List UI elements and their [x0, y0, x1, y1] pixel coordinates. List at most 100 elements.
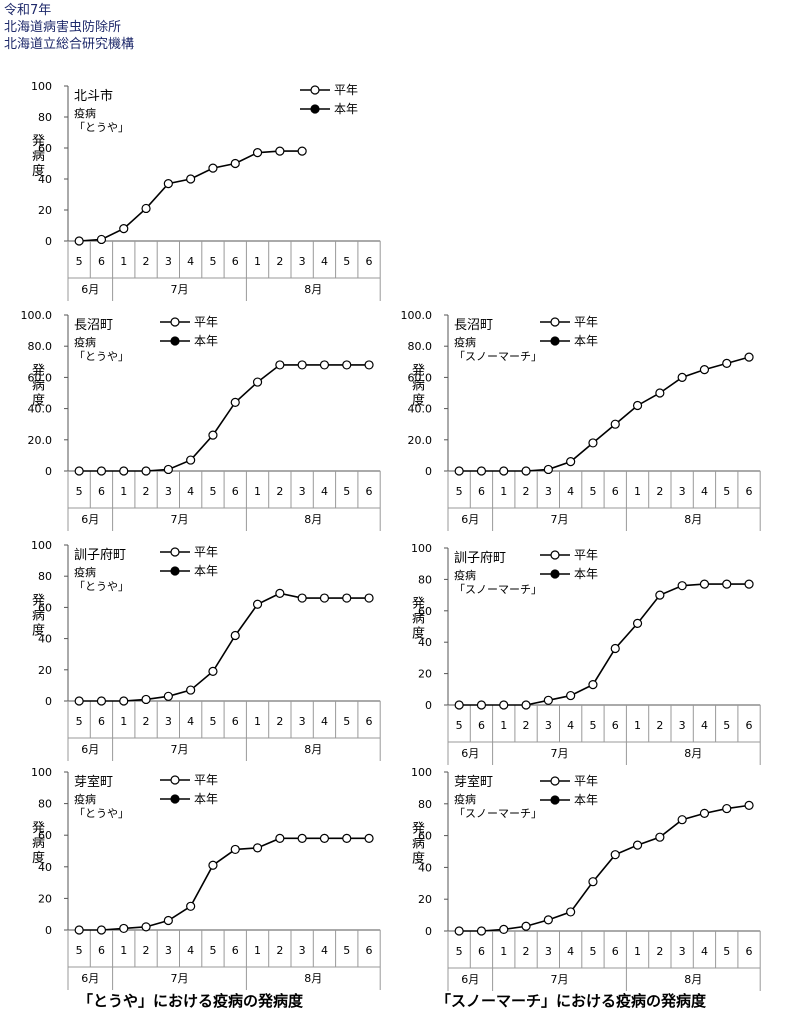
- x-month-label: 6月: [461, 747, 479, 760]
- chart-location-title: 北斗市: [74, 88, 113, 104]
- legend-marker-current: [550, 336, 560, 346]
- y-axis-label-char: 度: [32, 392, 45, 408]
- x-tick-label: 6: [478, 945, 485, 958]
- y-axis-label-char: 病: [412, 378, 425, 393]
- x-tick-label: 3: [679, 719, 686, 732]
- x-tick-label: 4: [321, 485, 328, 498]
- data-point-normal: [364, 833, 374, 843]
- data-point-normal: [119, 923, 129, 934]
- y-axis-label-char: 病: [32, 378, 45, 393]
- chart-variety-label: 「とうや」: [74, 580, 129, 593]
- data-point-normal: [74, 236, 84, 246]
- x-month-label: 7月: [171, 972, 189, 985]
- chart-location-title: 芽室町: [74, 774, 113, 790]
- data-point-normal: [96, 466, 107, 476]
- x-tick-label: 6: [746, 485, 753, 498]
- legend-label-current: 本年: [194, 334, 218, 348]
- chart-disease-label: 疫病: [74, 565, 96, 579]
- caption-snowmarch: 「スノーマーチ」における疫病の発病度: [436, 992, 707, 1010]
- data-point-normal: [476, 700, 487, 710]
- x-tick-label: 6: [232, 485, 239, 498]
- data-point-normal: [186, 685, 196, 695]
- y-axis-label-char: 病: [412, 836, 425, 851]
- y-tick-label: 0: [425, 465, 432, 478]
- chart-disease-label: 疫病: [454, 792, 476, 806]
- data-point-normal: [588, 877, 598, 887]
- data-point-normal: [677, 372, 687, 383]
- x-month-label: 8月: [684, 513, 702, 526]
- y-axis-label-char: 病: [32, 608, 45, 623]
- x-tick-label: 2: [523, 945, 530, 958]
- y-tick-label: 40: [38, 173, 52, 186]
- y-tick-label: 80: [38, 111, 52, 124]
- x-tick-label: 3: [299, 255, 306, 268]
- data-point-normal: [677, 815, 687, 825]
- data-point-normal: [744, 352, 754, 362]
- y-tick-label: 60: [38, 601, 52, 614]
- y-tick-label: 80: [418, 798, 432, 811]
- y-tick-label: 100.0: [21, 309, 53, 322]
- y-tick-label: 100: [31, 539, 52, 552]
- series-line-normal: [79, 592, 370, 702]
- x-tick-label: 5: [209, 485, 216, 498]
- y-tick-label: 20: [38, 892, 52, 905]
- x-tick-label: 1: [500, 719, 507, 732]
- x-tick-label: 4: [567, 945, 574, 958]
- y-axis-label-char: 度: [412, 850, 425, 866]
- data-point-normal: [230, 397, 240, 407]
- series-line-normal: [459, 583, 750, 706]
- data-point-normal: [364, 360, 374, 370]
- x-tick-label: 1: [120, 944, 127, 957]
- y-axis-label-char: 病: [32, 149, 45, 164]
- data-point-normal: [319, 360, 330, 370]
- x-tick-label: 1: [254, 715, 261, 728]
- data-point-normal: [699, 579, 710, 589]
- y-axis-label-char: 度: [32, 850, 45, 866]
- x-tick-label: 1: [634, 485, 641, 498]
- data-point-normal: [275, 146, 285, 156]
- x-tick-label: 3: [679, 945, 686, 958]
- data-point-normal: [252, 599, 263, 609]
- data-point-normal: [119, 696, 129, 706]
- x-tick-label: 3: [545, 945, 552, 958]
- x-month-label: 8月: [684, 973, 702, 986]
- data-point-normal: [744, 800, 754, 810]
- chart-location-title: 長沼町: [74, 318, 113, 333]
- y-axis-label-char: 発: [412, 821, 425, 836]
- x-tick-label: 5: [723, 485, 730, 498]
- data-point-normal: [119, 224, 129, 234]
- chart-disease-label: 疫病: [454, 568, 476, 582]
- x-tick-label: 1: [120, 255, 127, 268]
- data-point-normal: [96, 696, 107, 706]
- y-tick-label: 40: [418, 636, 432, 649]
- x-tick-label: 6: [98, 944, 105, 957]
- data-point-normal: [297, 146, 307, 156]
- line-chart-3: 0 20.0 40.0 60.0 80.0 100.0 発病度 5 6 1 2 3 4 5 6 1 2 3 4 5 6 6…: [401, 309, 761, 531]
- data-point-normal: [74, 925, 84, 935]
- y-tick-label: 100: [411, 766, 432, 779]
- x-tick-label: 4: [567, 719, 574, 732]
- series-line-normal: [459, 356, 750, 472]
- chart-variety-label: 「とうや」: [74, 350, 129, 363]
- chart-variety-label: 「とうや」: [74, 807, 129, 820]
- legend-label-current: 本年: [194, 792, 218, 806]
- x-tick-label: 6: [232, 715, 239, 728]
- data-point-normal: [297, 593, 307, 603]
- x-tick-label: 2: [276, 255, 283, 268]
- data-point-normal: [208, 163, 218, 173]
- data-point-normal: [610, 419, 620, 429]
- y-tick-label: 20.0: [408, 434, 433, 447]
- x-tick-label: 4: [321, 944, 328, 957]
- x-tick-label: 5: [76, 255, 83, 268]
- legend-marker-normal: [550, 550, 560, 560]
- x-month-label: 6月: [81, 513, 99, 526]
- data-point-normal: [96, 925, 107, 935]
- data-point-normal: [230, 844, 240, 855]
- data-point-normal: [543, 915, 553, 925]
- legend-marker-normal: [170, 317, 180, 327]
- data-point-normal: [543, 464, 553, 475]
- data-point-normal: [319, 833, 330, 843]
- data-point-normal: [499, 924, 509, 935]
- y-axis-label-char: 発: [32, 363, 45, 378]
- y-axis-label-char: 発: [32, 593, 45, 608]
